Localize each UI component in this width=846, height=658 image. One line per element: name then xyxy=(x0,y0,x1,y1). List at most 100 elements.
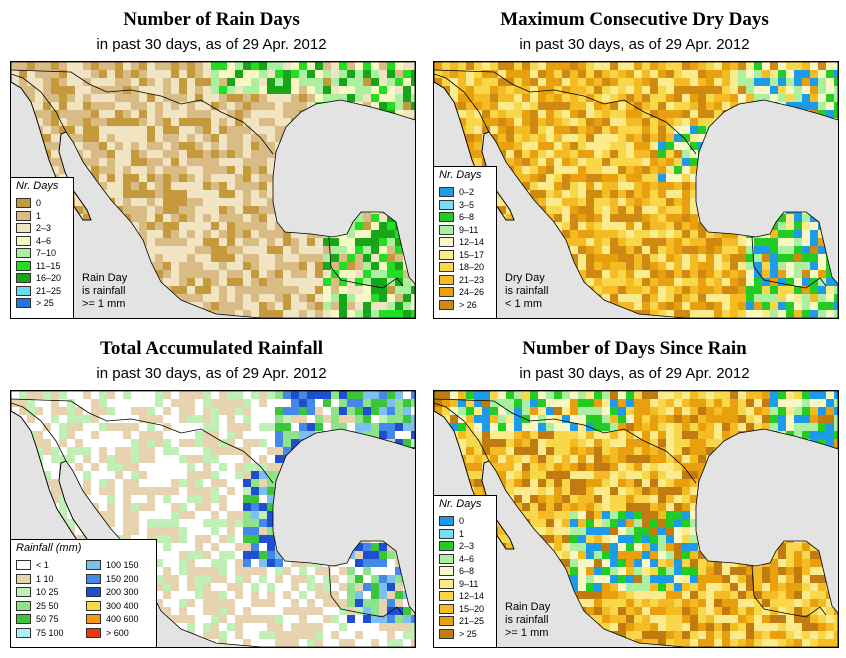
legend-label: 11–15 xyxy=(36,260,61,271)
legend-label: 7–10 xyxy=(36,248,57,258)
legend-title: Nr. Days xyxy=(439,169,482,181)
legend-label: 4–6 xyxy=(36,235,52,246)
legend-rain-days: Nr. Days 0 1 2–3 4–6 7–10 11–15 16–20 21–25 > 25 xyxy=(10,177,74,319)
panel-subtitle: in past 30 days, as of 29 Apr. 2012 xyxy=(519,36,750,53)
country-border xyxy=(434,69,697,155)
legend-swatch xyxy=(439,299,454,310)
legend-rainfall: Rainfall (mm) < 1 1 10 10 25 25 50 50 75 75 1… xyxy=(10,539,157,648)
legend-label: 2–3 xyxy=(36,223,52,233)
legend-label: 0 xyxy=(459,516,465,526)
legend-days-since-rain: Nr. Days 0 1 2–3 4–6 6–8 9–11 12–14 15–20 21–25 >… xyxy=(433,495,497,648)
legend-label: 10 25 xyxy=(36,587,59,597)
legend-swatch xyxy=(439,528,454,539)
panel-rain-days: Number of Rain Days in past 30 days, as … xyxy=(0,0,423,329)
panel-title: Number of Days Since Rain xyxy=(522,338,747,359)
legend-dry-days: Nr. Days 0–2 3–5 6–8 9–11 12–14 15–17 18–20 21–… xyxy=(433,166,497,319)
legend-swatch xyxy=(16,627,31,638)
legend-swatch xyxy=(16,210,31,221)
legend-label: 24–26 xyxy=(459,287,485,297)
legend-swatch xyxy=(16,198,31,208)
note-line: < 1 mm xyxy=(505,298,542,310)
legend-swatch xyxy=(439,237,454,247)
coastline xyxy=(434,73,515,221)
legend-swatch xyxy=(439,628,454,639)
legend-title: Rainfall (mm) xyxy=(16,542,82,554)
legend-label: 3–5 xyxy=(459,199,475,210)
note-line: >= 1 mm xyxy=(505,627,549,639)
legend-title: Nr. Days xyxy=(16,180,59,192)
legend-label: 100 150 xyxy=(106,560,139,570)
legend-swatch xyxy=(439,187,454,197)
note-line: Rain Day xyxy=(82,272,128,284)
panel-days-since-rain: Number of Days Since Rain in past 30 day… xyxy=(423,329,846,658)
legend-swatch xyxy=(439,262,454,272)
legend-swatch xyxy=(16,560,31,570)
legend-swatch xyxy=(439,541,454,551)
legend-label: 21–23 xyxy=(459,274,485,285)
legend-swatch xyxy=(86,573,101,584)
country-border xyxy=(328,565,404,618)
legend-swatch xyxy=(439,224,454,235)
legend-label: 75 100 xyxy=(36,627,64,638)
legend-label: 15–17 xyxy=(459,249,485,260)
legend-swatch xyxy=(439,578,454,589)
legend-label: 300 400 xyxy=(106,600,139,611)
country-border xyxy=(11,398,274,484)
panel-rainfall: Total Accumulated Rainfall in past 30 da… xyxy=(0,329,423,658)
legend-swatch xyxy=(439,249,454,260)
legend-label: 2–3 xyxy=(459,541,475,551)
legend-label: 1 xyxy=(36,210,42,221)
legend-label: > 25 xyxy=(36,298,54,308)
panel-title: Number of Rain Days xyxy=(123,9,300,30)
legend-swatch xyxy=(16,235,31,246)
legend-swatch xyxy=(86,600,101,611)
definition-note: Dry Day is rainfall < 1 mm xyxy=(505,272,548,311)
note-line: is rainfall xyxy=(505,614,549,626)
map-canvas xyxy=(434,62,838,318)
legend-swatch xyxy=(439,566,454,576)
panel-subtitle: in past 30 days, as of 29 Apr. 2012 xyxy=(96,36,327,53)
country-border xyxy=(11,69,274,155)
country-border xyxy=(751,236,827,289)
legend-label: 0–2 xyxy=(459,187,475,197)
legend-swatch xyxy=(439,591,454,601)
legend-label: 21–25 xyxy=(36,285,62,296)
legend-label: > 25 xyxy=(459,628,477,639)
legend-label: 200 300 xyxy=(106,587,139,597)
panel-subtitle: in past 30 days, as of 29 Apr. 2012 xyxy=(96,365,327,382)
legend-label: 50 75 xyxy=(36,614,59,624)
note-line: Dry Day xyxy=(505,272,545,284)
legend-swatch xyxy=(86,614,101,624)
legend-swatch xyxy=(16,248,31,258)
note-line: is rainfall xyxy=(82,285,126,297)
legend-label: < 1 xyxy=(36,560,49,570)
panel-subtitle: in past 30 days, as of 29 Apr. 2012 xyxy=(519,365,750,382)
legend-label: 1 xyxy=(459,528,465,539)
legend-swatch xyxy=(86,587,101,597)
legend-swatch xyxy=(439,516,454,526)
legend-swatch xyxy=(16,260,31,271)
legend-swatch xyxy=(16,298,31,308)
legend-label: 6–8 xyxy=(459,566,475,576)
legend-swatch xyxy=(439,603,454,614)
legend-swatch xyxy=(439,553,454,564)
legend-swatch xyxy=(439,199,454,210)
map-dry-days xyxy=(433,61,839,319)
note-line: Rain Day xyxy=(505,601,551,613)
country-border xyxy=(328,236,404,289)
coastline xyxy=(11,73,92,221)
legend-label: 150 200 xyxy=(106,573,139,584)
legend-label: 4–6 xyxy=(459,553,475,564)
legend-swatch xyxy=(439,274,454,285)
panel-title: Total Accumulated Rainfall xyxy=(99,338,324,359)
note-line: is rainfall xyxy=(505,285,549,297)
legend-label: 400 600 xyxy=(106,614,139,624)
legend-label: 18–20 xyxy=(459,262,485,272)
legend-swatch xyxy=(16,285,31,296)
legend-label: 25 50 xyxy=(36,600,59,611)
legend-label: > 26 xyxy=(459,299,477,310)
legend-label: 9–11 xyxy=(459,224,479,235)
map-rainfall xyxy=(10,390,416,648)
panel-title: Maximum Consecutive Dry Days xyxy=(500,9,769,30)
legend-swatch xyxy=(16,223,31,233)
